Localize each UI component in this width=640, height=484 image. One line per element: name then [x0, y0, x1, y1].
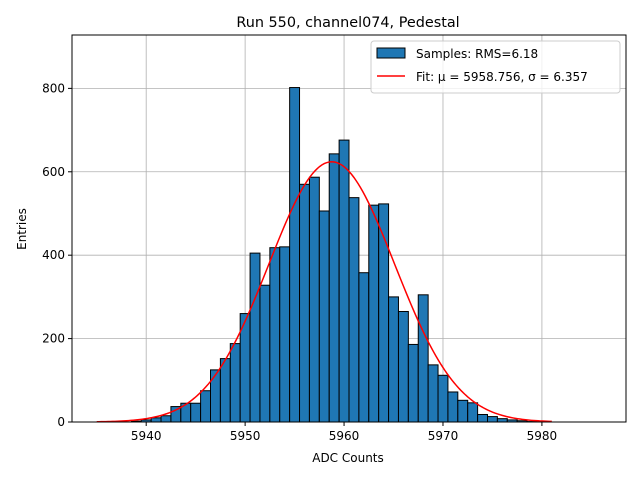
x-axis-ticks: 5940 5950 5960 5970 5980	[131, 422, 557, 443]
x-tick-label: 5950	[230, 429, 261, 443]
histogram-bar	[329, 154, 339, 422]
histogram-bar	[319, 211, 329, 422]
histogram-bar	[230, 344, 240, 422]
histogram-bar	[497, 419, 507, 422]
histogram-bar	[428, 365, 438, 422]
histogram-bar	[151, 418, 161, 422]
histogram-bar	[211, 370, 221, 422]
y-axis-ticks: 0 200 400 600 800	[42, 81, 72, 429]
histogram-bar	[468, 403, 478, 422]
y-axis-label: Entries	[15, 208, 29, 250]
histogram-bar	[408, 344, 418, 422]
legend: Samples: RMS=6.18 Fit: μ = 5958.756, σ =…	[371, 41, 620, 93]
y-tick-label: 800	[42, 81, 65, 95]
histogram-bar	[201, 391, 211, 422]
histogram-bar	[270, 248, 280, 422]
x-tick-label: 5960	[329, 429, 360, 443]
histogram-bar	[398, 311, 408, 422]
histogram-bar	[488, 417, 498, 422]
x-tick-label: 5970	[428, 429, 459, 443]
histogram-bar	[369, 205, 379, 422]
histogram-bar	[300, 184, 310, 422]
histogram-bar	[418, 295, 428, 422]
histogram-bar	[290, 88, 300, 422]
histogram-bar	[161, 416, 171, 422]
legend-bars-label: Samples: RMS=6.18	[416, 47, 538, 61]
histogram-bars	[131, 88, 537, 422]
histogram-bar	[448, 392, 458, 422]
legend-bars-swatch	[377, 48, 405, 58]
y-tick-label: 0	[57, 415, 65, 429]
y-tick-label: 600	[42, 165, 65, 179]
x-axis-label: ADC Counts	[312, 451, 384, 465]
histogram-bar	[458, 400, 468, 422]
histogram-bar	[359, 273, 369, 422]
chart-title: Run 550, channel074, Pedestal	[236, 15, 459, 31]
histogram-bar	[339, 140, 349, 422]
legend-fit-label: Fit: μ = 5958.756, σ = 6.357	[416, 70, 588, 84]
histogram-bar	[280, 247, 290, 422]
y-tick-label: 200	[42, 332, 65, 346]
histogram-bar	[389, 297, 399, 422]
histogram-bar	[478, 414, 488, 422]
histogram-bar	[349, 198, 359, 422]
histogram-bar	[309, 177, 319, 422]
histogram-bar	[260, 285, 270, 422]
histogram-bar	[250, 253, 260, 422]
histogram-bar	[438, 375, 448, 422]
y-tick-label: 400	[42, 248, 65, 262]
histogram-bar	[191, 403, 201, 422]
x-tick-label: 5980	[527, 429, 558, 443]
histogram-bar	[220, 359, 230, 422]
x-tick-label: 5940	[131, 429, 162, 443]
